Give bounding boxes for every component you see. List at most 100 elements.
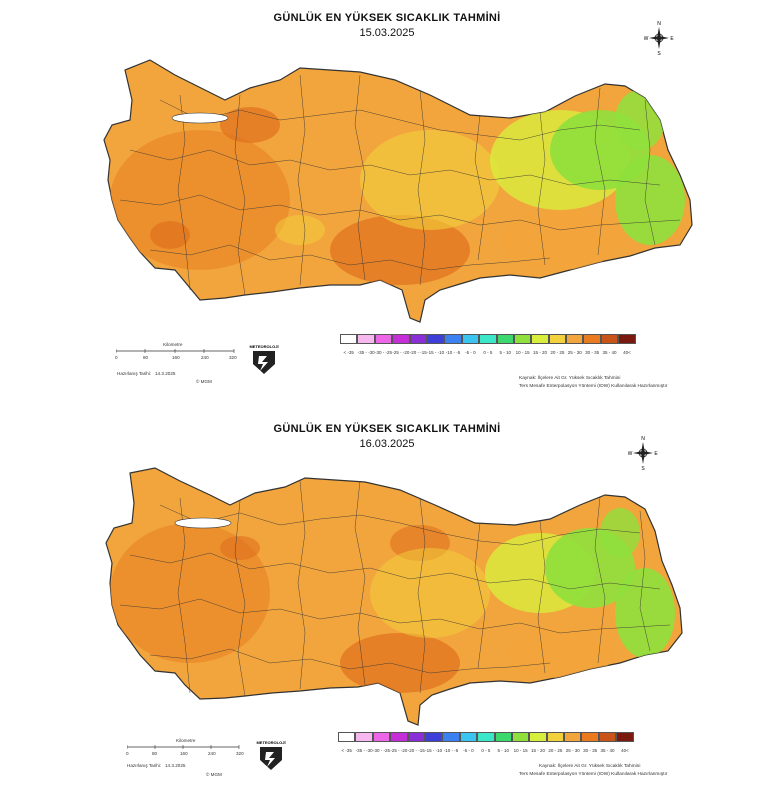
method-note: Ters Mesafe Enterpolasyon Yöntemi (IDW) …: [519, 384, 668, 389]
legend-swatch: [511, 732, 530, 742]
legend-swatch: [583, 334, 601, 344]
scale-tick: 240: [201, 355, 209, 360]
legend-label: -35 - -30: [357, 350, 375, 355]
legend-swatch: [442, 732, 460, 742]
scale-bar: [127, 745, 240, 749]
legend-labels: < -35 -35 - -30 -30 - -25 -25 - -20 -20 …: [340, 350, 636, 355]
svg-text:METEOROLOJİ: METEOROLOJİ: [256, 740, 285, 745]
legend-label: 30 - 35: [585, 350, 600, 355]
map-title: GÜNLÜK EN YÜKSEK SICAKLIK TAHMİNİ: [273, 12, 501, 24]
legend-label: -15 - -10: [427, 350, 445, 355]
legend-labels: < -35 -35 - -30 -30 - -25 -25 - -20 -20 …: [338, 748, 634, 753]
legend-label: -10 - -5: [443, 748, 459, 753]
legend-label: -5 - 0: [465, 350, 476, 355]
legend-swatch: [372, 732, 391, 742]
compass-north-label: N: [657, 21, 661, 27]
mgm-logo: METEOROLOJİ: [249, 344, 279, 374]
compass-east-label: E: [670, 36, 674, 42]
legend-color-scale: [338, 732, 634, 742]
copyright: © MGM: [196, 379, 212, 384]
source-note: Kaynak: İlçelere Ait Gr. Yüksek Sıcaklık…: [539, 764, 641, 769]
compass-south-label: S: [641, 466, 645, 471]
legend-swatch: [531, 334, 549, 344]
legend-swatch: [340, 334, 358, 344]
legend-label: 20 - 25: [550, 350, 565, 355]
scale-tick: 240: [208, 751, 216, 756]
scale-tick: 160: [172, 355, 180, 360]
legend-label: 30 - 35: [583, 748, 598, 753]
compass-west-label: W: [628, 451, 633, 457]
source-note: Kaynak: İlçelere Ait Gr. Yüksek Sıcaklık…: [519, 376, 621, 381]
legend-swatch: [357, 334, 375, 344]
compass-north-label: N: [641, 436, 645, 442]
legend-label: 40<: [621, 748, 629, 753]
legend-swatch: [426, 334, 445, 344]
map-date: 15.03.2025: [359, 27, 415, 39]
scale-tick: 320: [229, 355, 237, 360]
legend-label: 25 - 30: [565, 748, 580, 753]
compass-rose-icon: N S W E: [628, 436, 658, 471]
compass-west-label: W: [644, 36, 649, 42]
legend-swatch: [548, 334, 567, 344]
map-title-block: GÜNLÜK EN YÜKSEK SICAKLIK TAHMİNİ 16.03.…: [0, 423, 774, 450]
legend-label: < -35: [341, 748, 352, 753]
scale-tick: 0: [115, 355, 118, 360]
legend-swatch: [424, 732, 443, 742]
legend-label: 5 - 10: [499, 350, 511, 355]
legend-label: 15 - 20: [530, 748, 545, 753]
legend-label: 10 - 15: [515, 350, 530, 355]
legend-label: 40<: [623, 350, 631, 355]
legend-label: -35 - -30: [355, 748, 373, 753]
turkey-temperature-map: [105, 467, 683, 726]
prepared-date: 14.3.2025: [155, 371, 176, 376]
legend-swatch: [459, 732, 478, 742]
scale-tick: 0: [126, 751, 129, 756]
legend-label: 35 - 40: [602, 350, 617, 355]
legend-swatch: [407, 732, 425, 742]
legend-swatch: [618, 334, 636, 344]
method-note: Ters Mesafe Enterpolasyon Yöntemi (IDW) …: [519, 772, 668, 777]
compass-south-label: S: [657, 51, 661, 56]
scale-title: Kilometre: [176, 738, 196, 743]
legend-label: 35 - 40: [600, 748, 615, 753]
legend-swatch: [392, 334, 410, 344]
legend-label: -25 - -20: [390, 748, 408, 753]
legend-swatch: [338, 732, 356, 742]
legend-swatch: [355, 732, 373, 742]
scale-tick: 80: [152, 751, 158, 756]
prepared-date: 14.3.2025: [165, 763, 186, 768]
legend-label: -30 - -25: [374, 350, 392, 355]
compass-rose-icon: N S W E: [644, 21, 674, 56]
legend-swatch: [529, 732, 547, 742]
legend-swatch: [581, 732, 599, 742]
legend-label: 15 - 20: [532, 350, 547, 355]
legend-swatch: [479, 334, 497, 344]
legend-label: 25 - 30: [567, 350, 582, 355]
legend-swatch: [444, 334, 462, 344]
legend-label: 20 - 25: [548, 748, 563, 753]
map-panel-day2: GÜNLÜK EN YÜKSEK SICAKLIK TAHMİNİ 16.03.…: [0, 393, 774, 786]
legend-label: -5 - 0: [463, 748, 474, 753]
legend-swatch: [477, 732, 495, 742]
compass-east-label: E: [654, 451, 658, 457]
legend-color-scale: [340, 334, 636, 344]
legend-swatch: [598, 732, 617, 742]
prepared-label: Hazırlanış Tarihi:: [127, 763, 162, 768]
map-title-block: GÜNLÜK EN YÜKSEK SICAKLIK TAHMİNİ 15.03.…: [0, 12, 774, 39]
legend-label: -20 - -15: [409, 350, 427, 355]
legend-label: -25 - -20: [392, 350, 410, 355]
legend-label: 0 - 5: [483, 350, 493, 355]
scale-bar: [116, 349, 235, 353]
legend-swatch: [494, 732, 512, 742]
legend-label: 0 - 5: [481, 748, 491, 753]
legend-swatch: [616, 732, 634, 742]
copyright: © MGM: [206, 772, 222, 777]
scale-tick: 160: [180, 751, 188, 756]
legend-swatch: [461, 334, 480, 344]
map-panel-day1: GÜNLÜK EN YÜKSEK SICAKLIK TAHMİNİ 15.03.…: [0, 0, 774, 393]
mgm-logo: METEOROLOJİ: [256, 740, 286, 770]
prepared-label: Hazırlanış Tarihi:: [117, 371, 152, 376]
legend-label: -10 - -5: [445, 350, 461, 355]
legend-swatch: [390, 732, 408, 742]
legend-swatch: [496, 334, 514, 344]
